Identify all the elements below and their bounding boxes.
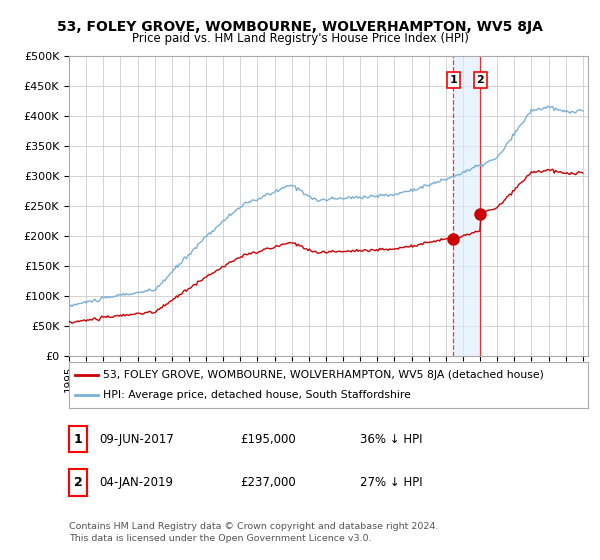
Text: 27% ↓ HPI: 27% ↓ HPI <box>360 475 422 489</box>
Text: £195,000: £195,000 <box>240 432 296 446</box>
Text: 1: 1 <box>74 432 82 446</box>
Text: Price paid vs. HM Land Registry's House Price Index (HPI): Price paid vs. HM Land Registry's House … <box>131 32 469 45</box>
Text: 2: 2 <box>74 475 82 489</box>
Text: 53, FOLEY GROVE, WOMBOURNE, WOLVERHAMPTON, WV5 8JA: 53, FOLEY GROVE, WOMBOURNE, WOLVERHAMPTO… <box>57 20 543 34</box>
Text: 1: 1 <box>449 75 457 85</box>
Bar <box>454 56 480 356</box>
Text: 09-JUN-2017: 09-JUN-2017 <box>99 432 174 446</box>
Text: £237,000: £237,000 <box>240 475 296 489</box>
Text: HPI: Average price, detached house, South Staffordshire: HPI: Average price, detached house, Sout… <box>103 390 410 400</box>
Text: Contains HM Land Registry data © Crown copyright and database right 2024.
This d: Contains HM Land Registry data © Crown c… <box>69 522 439 543</box>
Text: 04-JAN-2019: 04-JAN-2019 <box>99 475 173 489</box>
Text: 36% ↓ HPI: 36% ↓ HPI <box>360 432 422 446</box>
Text: 2: 2 <box>476 75 484 85</box>
Text: 53, FOLEY GROVE, WOMBOURNE, WOLVERHAMPTON, WV5 8JA (detached house): 53, FOLEY GROVE, WOMBOURNE, WOLVERHAMPTO… <box>103 370 544 380</box>
